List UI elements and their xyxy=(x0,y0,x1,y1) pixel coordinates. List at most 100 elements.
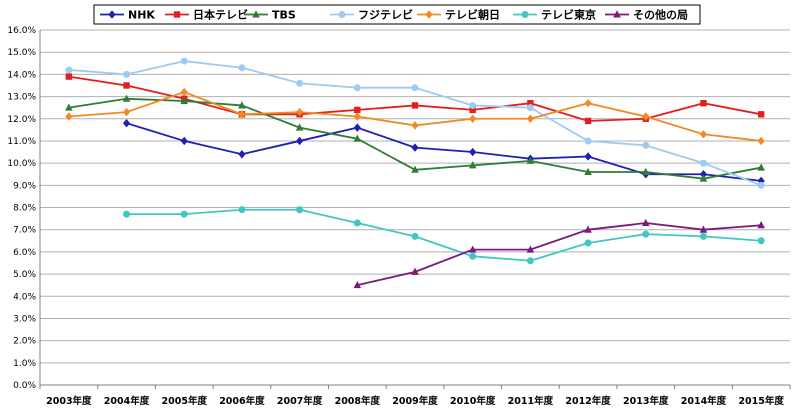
data-point xyxy=(584,99,592,108)
data-point xyxy=(411,143,419,152)
data-point xyxy=(757,176,765,186)
data-point xyxy=(353,134,362,142)
x-tick-label: 2008年度 xyxy=(335,395,381,407)
series-4 xyxy=(65,87,765,146)
data-point xyxy=(699,159,707,167)
y-tick-label: 2.0% xyxy=(13,337,36,347)
y-tick-label: 9.0% xyxy=(13,181,36,191)
data-point xyxy=(699,170,708,179)
data-point xyxy=(469,101,477,109)
data-point xyxy=(699,174,708,182)
data-point xyxy=(469,114,477,123)
x-tick-label: 2005年度 xyxy=(162,395,208,407)
legend-item: 日本テレビ xyxy=(165,8,248,22)
data-point xyxy=(238,150,246,159)
data-point xyxy=(699,225,708,233)
data-point xyxy=(180,57,188,65)
data-point xyxy=(296,79,304,87)
legend-box xyxy=(93,4,701,25)
data-point xyxy=(180,87,188,97)
data-point xyxy=(65,112,73,121)
data-point xyxy=(526,245,535,253)
x-tick-label: 2009年度 xyxy=(392,395,438,407)
data-point xyxy=(122,107,131,117)
data-point xyxy=(295,123,304,131)
data-point xyxy=(468,161,477,169)
legend-item: フジテレビ xyxy=(330,8,413,22)
data-point xyxy=(699,130,708,139)
data-point xyxy=(353,84,361,92)
data-point xyxy=(526,156,535,164)
axes xyxy=(39,30,790,386)
data-point xyxy=(757,237,765,245)
x-tick-label: 2014年度 xyxy=(681,395,727,407)
data-point xyxy=(527,100,534,107)
series-line xyxy=(68,75,762,122)
data-point xyxy=(642,230,650,238)
data-point xyxy=(757,111,765,118)
data-point xyxy=(123,82,130,89)
data-point xyxy=(641,167,650,175)
legend-marker xyxy=(108,10,116,19)
data-point xyxy=(526,104,534,112)
y-tick-label: 5.0% xyxy=(13,270,36,280)
data-point xyxy=(296,206,304,214)
y-tick-label: 7.0% xyxy=(13,226,36,236)
series-6 xyxy=(353,218,765,289)
data-point xyxy=(180,210,188,218)
data-point xyxy=(641,218,650,227)
data-point xyxy=(65,66,73,74)
legend-label: フジテレビ xyxy=(358,8,413,22)
data-point xyxy=(238,206,246,214)
y-tick-label: 0.0% xyxy=(13,381,36,391)
legend-item: その他の局 xyxy=(605,8,688,22)
data-point xyxy=(238,110,246,119)
data-point xyxy=(411,102,419,109)
data-point xyxy=(122,118,131,128)
data-point xyxy=(411,232,419,240)
data-point xyxy=(65,103,73,111)
series-line xyxy=(126,208,762,262)
data-point xyxy=(469,252,477,260)
y-tick-label: 14.0% xyxy=(7,70,36,80)
gridlines xyxy=(40,29,790,386)
data-point xyxy=(353,280,362,289)
legend-item: テレビ朝日 xyxy=(417,8,500,22)
data-point xyxy=(584,117,592,125)
data-point xyxy=(296,107,304,117)
x-tick-label: 2011年度 xyxy=(508,395,554,407)
data-point xyxy=(699,232,707,240)
data-point xyxy=(123,210,131,218)
y-tick-label: 3.0% xyxy=(13,314,36,324)
x-tick-label: 2013年度 xyxy=(623,395,669,407)
legend-label: NHK xyxy=(128,9,155,22)
x-tick-label: 2015年度 xyxy=(738,395,784,407)
data-point xyxy=(296,136,304,146)
data-point xyxy=(757,181,765,189)
x-tick-label: 2007年度 xyxy=(277,395,323,407)
y-tick-label: 15.0% xyxy=(7,48,36,58)
legend-label: テレビ朝日 xyxy=(445,8,500,22)
y-tick-label: 13.0% xyxy=(7,93,36,103)
legend-marker xyxy=(173,11,181,18)
legend-label: テレビ東京 xyxy=(541,8,596,22)
x-tick-label: 2003年度 xyxy=(46,395,92,407)
data-point xyxy=(123,70,131,78)
data-point xyxy=(584,167,592,175)
data-point xyxy=(584,152,592,161)
legend-item: TBS xyxy=(244,9,296,22)
legend-label: 日本テレビ xyxy=(193,8,248,22)
y-tick-label: 12.0% xyxy=(7,115,36,125)
legend-label: その他の局 xyxy=(633,8,688,22)
x-axis-ticks: 2003年度 2004年度 2005年度 2006年度 2007年度 2008年度 2009… xyxy=(39,385,791,407)
y-tick-label: 6.0% xyxy=(13,248,36,258)
y-tick-label: 8.0% xyxy=(13,204,36,214)
series-lines xyxy=(65,57,765,289)
legend-item: テレビ東京 xyxy=(513,8,596,22)
data-point xyxy=(411,267,419,275)
data-point xyxy=(411,121,419,130)
data-point xyxy=(642,112,650,121)
legend-marker xyxy=(338,11,346,18)
x-tick-label: 2010年度 xyxy=(450,395,496,407)
